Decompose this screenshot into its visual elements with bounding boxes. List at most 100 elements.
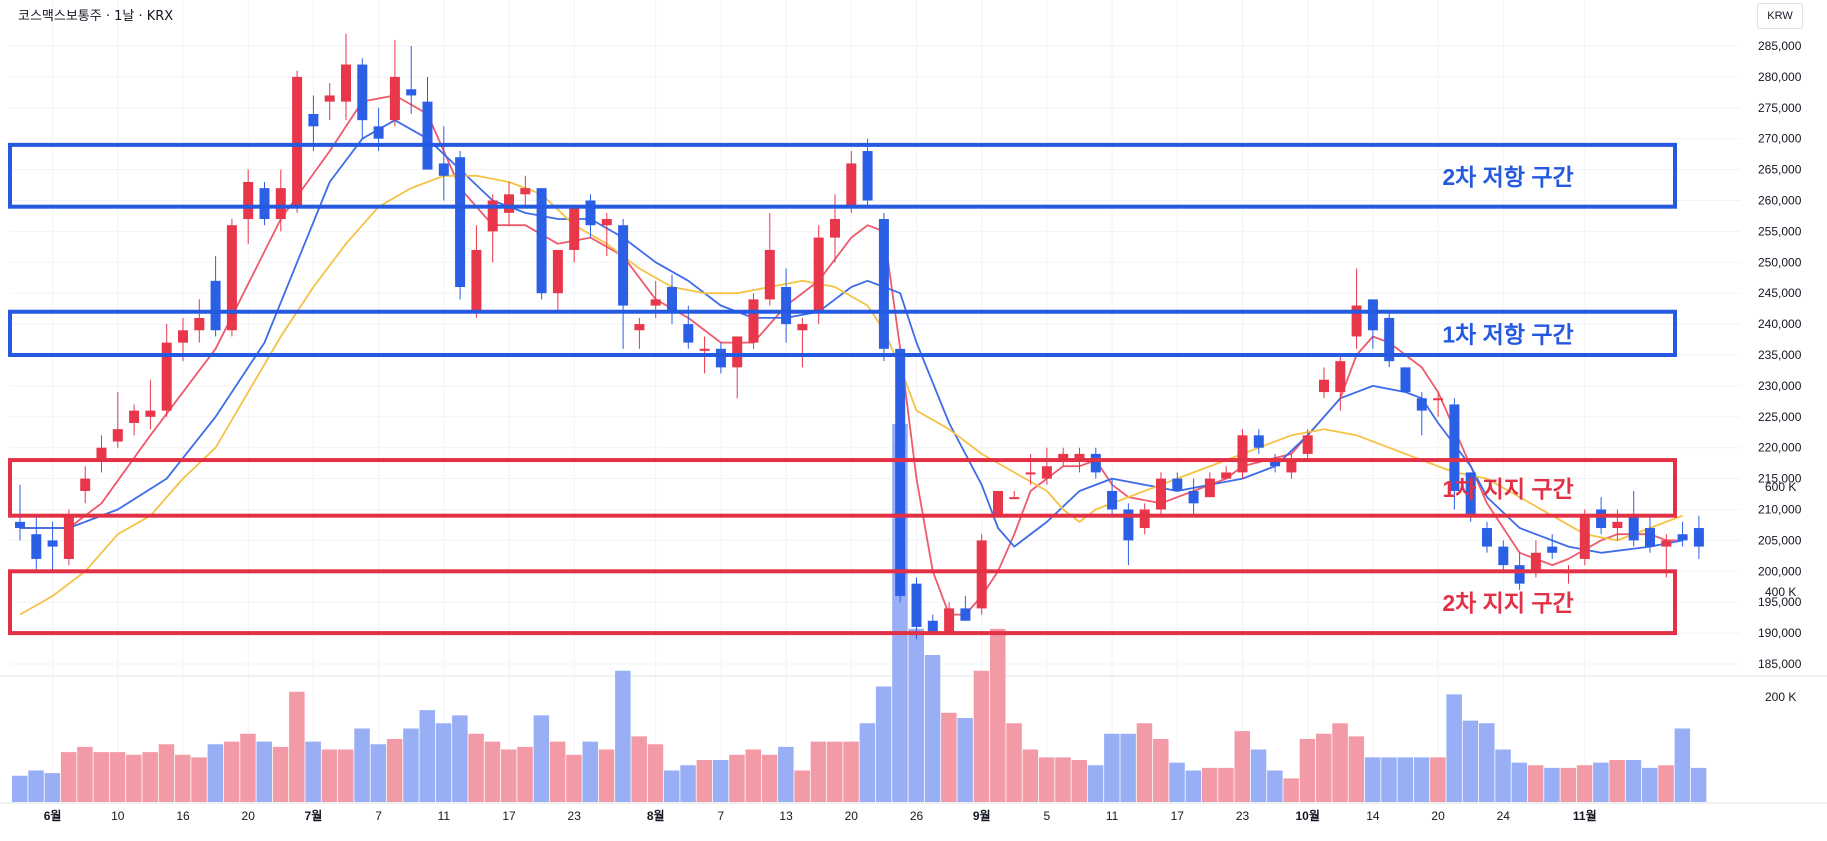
candle-up	[1302, 429, 1313, 461]
price-tick-label: 235,000	[1758, 348, 1802, 362]
candle-up	[1433, 392, 1444, 417]
price-tick-label: 275,000	[1758, 101, 1802, 115]
candle-body	[1237, 435, 1248, 473]
volume-bar-up	[1332, 723, 1348, 802]
candle-up	[520, 175, 531, 207]
candle-down	[1090, 447, 1101, 479]
price-tick-label: 230,000	[1758, 379, 1802, 393]
volume-bar-up	[175, 754, 191, 802]
candle-up	[797, 317, 808, 368]
candle-down	[1645, 515, 1655, 553]
volume-bar-up	[1071, 760, 1087, 802]
candle-down	[781, 268, 792, 343]
time-tick-label: 11	[438, 809, 451, 823]
candle-body	[15, 521, 25, 529]
candle-body	[1319, 379, 1329, 393]
candle-down	[911, 577, 922, 640]
volume-bar-up	[272, 746, 289, 802]
candle-up	[487, 194, 498, 263]
candle-down	[1107, 478, 1118, 516]
volume-bar-down	[924, 655, 941, 802]
price-axis: 285,000 280,000 275,000 270,000 265,000 260,0…	[1758, 39, 1802, 671]
candle-down	[308, 95, 319, 152]
volume-bar-down	[370, 744, 387, 802]
price-tick-label: 195,000	[1758, 595, 1802, 609]
candle-up	[1335, 355, 1346, 411]
time-tick-label: 17	[502, 809, 516, 823]
volume-bar-up	[843, 741, 859, 802]
candle-up	[389, 39, 400, 127]
candle-up	[1563, 565, 1574, 584]
candle-up	[601, 212, 612, 257]
time-tick-label: 8월	[647, 808, 665, 823]
candle-body	[471, 249, 482, 312]
candle-body	[226, 225, 237, 331]
volume-bar-up	[973, 670, 990, 802]
candle-up	[1058, 447, 1069, 467]
candle-body	[504, 194, 514, 213]
volume-bar-down	[452, 715, 468, 802]
candle-body	[406, 89, 417, 96]
volume-bar-down	[1690, 767, 1707, 802]
time-tick-label: 20	[1431, 809, 1445, 823]
volume-bar-down	[419, 710, 435, 802]
volume-bar-down	[305, 741, 321, 802]
time-tick-label: 7	[375, 809, 382, 823]
candle-down	[715, 342, 726, 374]
candle-body	[96, 447, 107, 461]
candle-body	[1530, 552, 1541, 572]
candle-up	[226, 219, 237, 337]
candle-up	[569, 206, 580, 263]
time-tick-label: 14	[1366, 809, 1380, 823]
volume-tick-label: 600 K	[1765, 480, 1796, 494]
price-tick-label: 225,000	[1758, 410, 1802, 424]
volume-bar-up	[1218, 767, 1234, 802]
volume-bar-up	[647, 744, 664, 802]
time-tick-label: 23	[1236, 809, 1250, 823]
volume-bar-down	[1104, 733, 1120, 802]
price-tick-label: 260,000	[1758, 194, 1802, 208]
candle-body	[699, 348, 710, 351]
candle-down	[1123, 503, 1134, 566]
volume-bar-up	[1658, 765, 1674, 802]
volume-bar-up	[941, 712, 957, 802]
candle-body	[1058, 453, 1069, 461]
grid-lines	[10, 0, 1740, 803]
candle-body	[63, 515, 74, 559]
volume-bar-down	[256, 741, 272, 802]
volume-bar-up	[289, 691, 305, 802]
currency-badge[interactable]: KRW	[1757, 3, 1803, 29]
volume-bar-up	[1348, 736, 1365, 802]
volume-bar-up	[1006, 723, 1022, 802]
support-zone-label: 2차 지지 구간	[1442, 590, 1573, 616]
candle-down	[1465, 472, 1476, 522]
candle-body	[161, 342, 172, 411]
candle-body	[1579, 515, 1590, 559]
price-tick-label: 250,000	[1758, 255, 1802, 269]
candle-up	[764, 212, 775, 306]
candle-body	[634, 324, 645, 331]
candle-body	[438, 163, 449, 176]
candle-up	[292, 70, 303, 213]
volume-bar-up	[1430, 757, 1446, 802]
volume-bar-down	[1544, 767, 1560, 802]
volume-bar-up	[468, 733, 484, 802]
candle-body	[1645, 528, 1655, 547]
volume-bar-down	[1267, 770, 1283, 802]
candle-body	[210, 280, 221, 331]
volume-tick-label: 400 K	[1765, 585, 1796, 599]
candle-down	[1400, 367, 1411, 393]
volume-bar-down	[1169, 762, 1185, 802]
candle-up	[145, 379, 156, 430]
price-tick-label: 215,000	[1758, 472, 1802, 486]
candle-up	[732, 336, 743, 399]
candle-up	[846, 151, 857, 213]
candle-body	[389, 76, 400, 121]
price-tick-label: 245,000	[1758, 286, 1802, 300]
candle-body	[1693, 528, 1704, 547]
volume-bar-up	[827, 741, 843, 802]
candle-body	[145, 410, 156, 417]
candle-body	[1107, 490, 1118, 510]
candle-body	[764, 249, 775, 300]
